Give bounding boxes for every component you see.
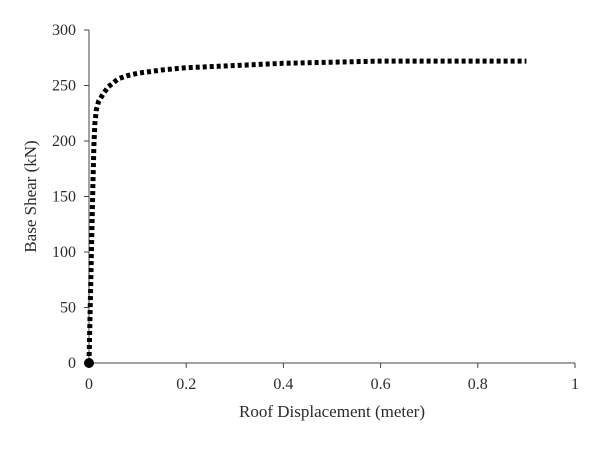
x-tick-label: 0.6 [371, 376, 391, 393]
y-axis-title: Base Shear (kN) [21, 140, 40, 252]
y-tick-label: 0 [68, 355, 76, 372]
y-tick-label: 200 [52, 133, 76, 150]
series-line [86, 58, 527, 364]
x-tick-label: 0.8 [468, 376, 488, 393]
x-ticks: 0 0.2 0.4 0.6 0.8 1 [85, 363, 579, 393]
y-ticks: 0 50 100 150 200 250 300 [52, 22, 89, 372]
x-tick-label: 0.2 [176, 376, 196, 393]
series-layer [84, 58, 527, 368]
x-tick-label: 0.4 [273, 376, 293, 393]
y-tick-label: 300 [52, 22, 76, 39]
x-tick-label: 1 [571, 376, 579, 393]
y-tick-label: 100 [52, 244, 76, 261]
y-tick-label: 50 [60, 300, 76, 317]
x-axis-title: Roof Displacement (meter) [239, 402, 425, 421]
x-tick-label: 0 [85, 376, 93, 393]
y-tick-label: 250 [52, 78, 76, 95]
origin-marker [84, 358, 94, 368]
y-tick-label: 150 [52, 189, 76, 206]
